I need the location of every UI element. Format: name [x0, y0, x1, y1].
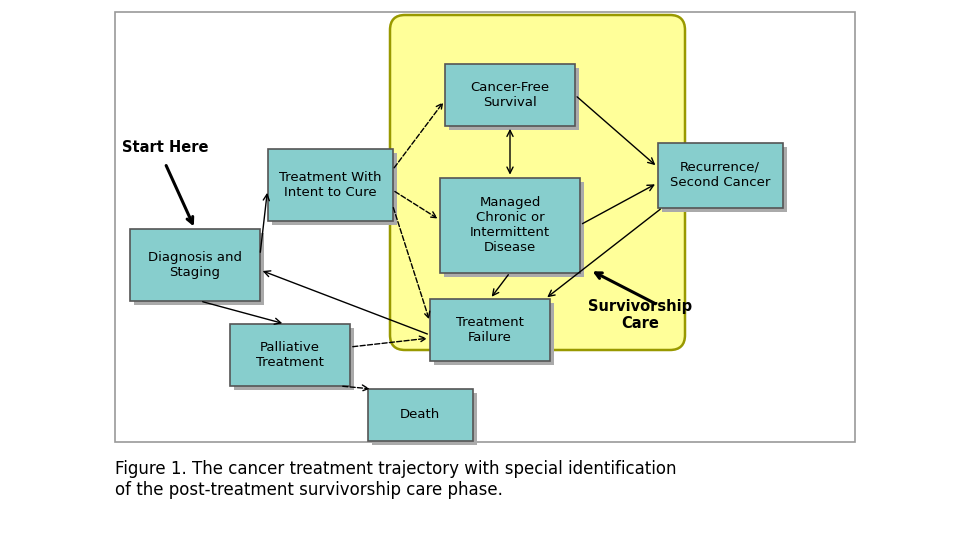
Bar — [234, 328, 354, 390]
Bar — [661, 146, 786, 212]
Text: Cancer-Free
Survival: Cancer-Free Survival — [470, 81, 549, 109]
Bar — [444, 181, 584, 276]
Text: Start Here: Start Here — [122, 140, 208, 156]
Bar — [658, 143, 782, 207]
Bar — [440, 178, 580, 273]
Bar — [230, 324, 350, 386]
Bar — [434, 303, 554, 365]
FancyBboxPatch shape — [390, 15, 685, 350]
Bar — [449, 68, 579, 130]
Text: Managed
Chronic or
Intermittent
Disease: Managed Chronic or Intermittent Disease — [470, 196, 550, 254]
Bar — [445, 64, 575, 126]
Text: Treatment With
Intent to Cure: Treatment With Intent to Cure — [278, 171, 381, 199]
Text: Palliative
Treatment: Palliative Treatment — [256, 341, 324, 369]
Bar — [372, 393, 476, 445]
Text: Figure 1. The cancer treatment trajectory with special identification
of the pos: Figure 1. The cancer treatment trajector… — [115, 460, 677, 499]
Bar — [115, 12, 855, 442]
Text: Recurrence/
Second Cancer: Recurrence/ Second Cancer — [670, 161, 770, 189]
Text: Diagnosis and
Staging: Diagnosis and Staging — [148, 251, 242, 279]
Text: Treatment
Failure: Treatment Failure — [456, 316, 524, 344]
Bar — [268, 149, 393, 221]
Bar — [368, 389, 472, 441]
Text: Survivorship
Care: Survivorship Care — [588, 299, 692, 331]
Text: Death: Death — [400, 408, 440, 422]
Bar — [130, 229, 260, 301]
Bar — [430, 299, 550, 361]
Bar — [134, 233, 264, 305]
Bar — [272, 153, 396, 225]
